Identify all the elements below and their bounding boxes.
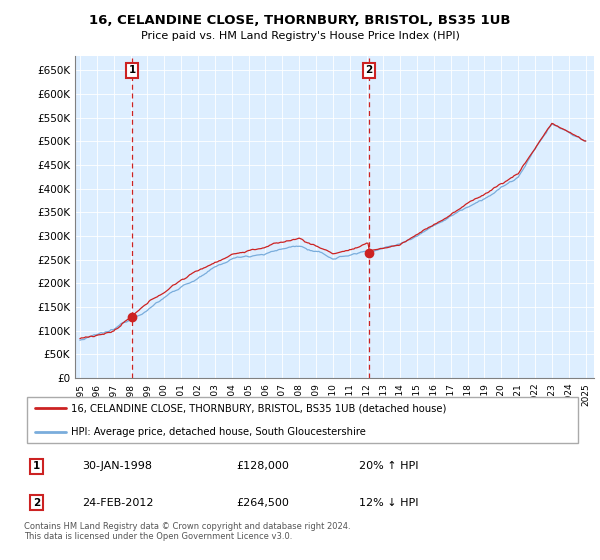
Text: 16, CELANDINE CLOSE, THORNBURY, BRISTOL, BS35 1UB (detached house): 16, CELANDINE CLOSE, THORNBURY, BRISTOL,…	[71, 403, 447, 413]
FancyBboxPatch shape	[27, 398, 578, 442]
Text: 20% ↑ HPI: 20% ↑ HPI	[359, 461, 418, 472]
Text: 12% ↓ HPI: 12% ↓ HPI	[359, 497, 418, 507]
Text: 24-FEB-2012: 24-FEB-2012	[83, 497, 154, 507]
Text: 16, CELANDINE CLOSE, THORNBURY, BRISTOL, BS35 1UB: 16, CELANDINE CLOSE, THORNBURY, BRISTOL,…	[89, 14, 511, 27]
Text: 2: 2	[32, 497, 40, 507]
Text: 30-JAN-1998: 30-JAN-1998	[83, 461, 152, 472]
Text: Contains HM Land Registry data © Crown copyright and database right 2024.
This d: Contains HM Land Registry data © Crown c…	[24, 522, 350, 542]
Text: 2: 2	[365, 65, 373, 75]
Text: 1: 1	[128, 65, 136, 75]
Text: £264,500: £264,500	[236, 497, 289, 507]
Text: Price paid vs. HM Land Registry's House Price Index (HPI): Price paid vs. HM Land Registry's House …	[140, 31, 460, 41]
Text: 1: 1	[32, 461, 40, 472]
Text: £128,000: £128,000	[236, 461, 289, 472]
Text: HPI: Average price, detached house, South Gloucestershire: HPI: Average price, detached house, Sout…	[71, 427, 367, 437]
